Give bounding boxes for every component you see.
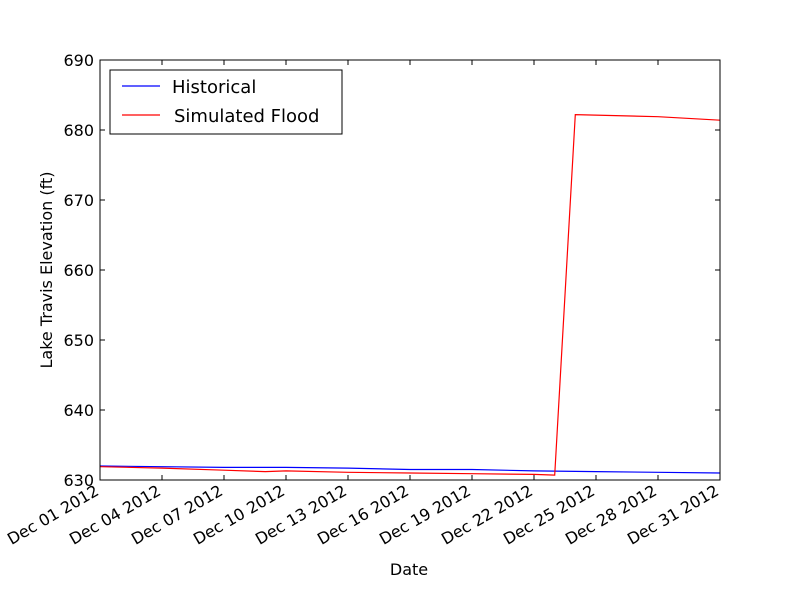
y-tick-label: 640 — [63, 401, 94, 420]
y-tick-label: 680 — [63, 121, 94, 140]
plot-lines — [99, 113, 721, 476]
legend: Historical Simulated Flood — [109, 69, 343, 135]
y-axis-label: Lake Travis Elevation (ft) — [37, 172, 56, 369]
x-axis-label: Date — [390, 560, 428, 579]
y-tick-label: 670 — [63, 191, 94, 210]
legend-box — [109, 69, 343, 135]
legend-label-simulated-flood: Simulated Flood — [174, 106, 320, 127]
y-tick-label: 630 — [63, 471, 94, 490]
series-line-historical — [99, 465, 721, 474]
y-tick-label: 690 — [63, 51, 94, 70]
series-line-simulated-flood — [99, 113, 721, 476]
y-axis-ticks: 630 640 650 660 670 680 690 — [63, 51, 720, 490]
y-tick-label: 650 — [63, 331, 94, 350]
legend-label-historical: Historical — [172, 77, 256, 98]
y-tick-label: 660 — [63, 261, 94, 280]
